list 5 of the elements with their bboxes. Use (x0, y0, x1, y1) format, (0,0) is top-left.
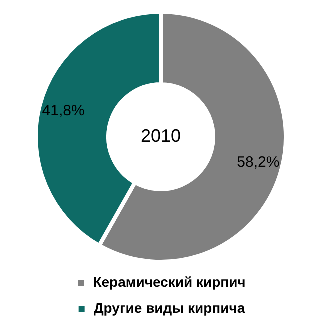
legend-label: Другие виды кирпича (94, 300, 246, 316)
data-label: 41,8% (42, 102, 85, 120)
data-label: 58,2% (237, 154, 280, 171)
text: 2010 (140, 126, 182, 146)
legend-label: Керамический кирпич (93, 274, 246, 290)
